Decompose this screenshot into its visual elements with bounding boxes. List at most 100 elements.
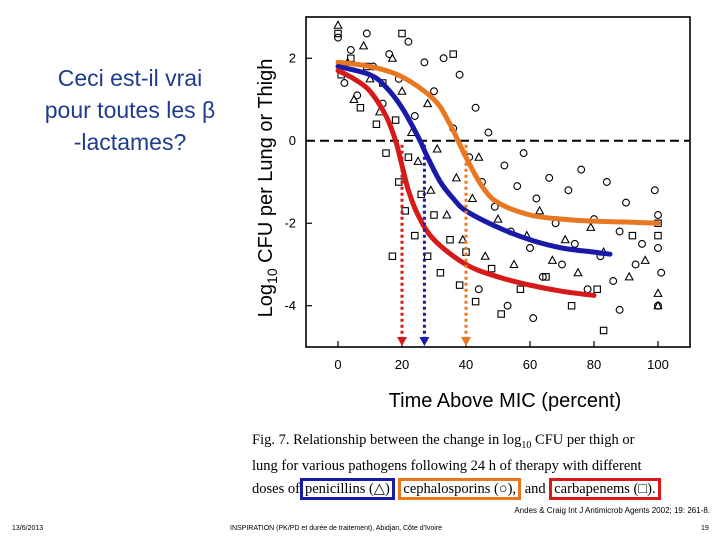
data-point-cephalosporin (404, 37, 413, 46)
carbapenems-highlight: carbapenems (□). (549, 477, 661, 500)
data-point-penicillin (534, 205, 545, 215)
y-tick-label: 2 (289, 50, 296, 65)
data-point-penicillin (422, 98, 433, 108)
footer-page: 19 (701, 525, 709, 532)
footer-center: INSPIRATION (PK/PD et durée de traitemen… (230, 525, 443, 532)
threshold-arrowhead (419, 337, 430, 346)
data-point-cephalosporin (455, 70, 464, 79)
data-point-cephalosporin (500, 161, 509, 170)
data-point-penicillin (573, 267, 583, 277)
data-point-cephalosporin (564, 186, 573, 195)
x-tick-label: 100 (647, 357, 669, 372)
data-point-carbapenem (628, 231, 637, 240)
data-point-carbapenem (388, 252, 397, 261)
data-point-cephalosporin (471, 103, 480, 112)
x-tick-label: 0 (334, 357, 341, 372)
data-point-penicillin (413, 156, 423, 165)
data-point-carbapenem (471, 297, 480, 306)
scatter-chart: 20-2-4 0 20 40 60 80 100 Log10 CFU per Lung o… (255, 16, 691, 412)
data-point-cephalosporin (577, 165, 586, 174)
data-point-carbapenem (404, 153, 413, 162)
data-point-penicillin (397, 86, 407, 95)
y-axis-label-sub: 10 (264, 268, 280, 284)
data-point-penicillin (442, 209, 452, 219)
data-point-penicillin (547, 255, 558, 264)
data-point-penicillin (509, 259, 519, 269)
x-tick-label: 40 (459, 357, 473, 372)
data-point-cephalosporin (650, 186, 659, 195)
data-point-carbapenem (455, 281, 464, 289)
data-point-penicillin (333, 20, 343, 29)
caption-line-3: doses of penicillins (△) cephalosporins (… (252, 477, 707, 500)
data-point-cephalosporin (484, 128, 493, 137)
footer-date: 13/6/2013 (12, 525, 44, 532)
data-point-carbapenem (372, 120, 381, 129)
data-point-carbapenem (356, 104, 365, 112)
data-point-cephalosporin (420, 58, 429, 67)
data-point-penicillin (358, 40, 369, 50)
data-point-cephalosporin (615, 305, 624, 314)
slide-title-line-2: pour toutes les β (44, 97, 216, 123)
data-point-penicillin (451, 172, 462, 182)
data-point-cephalosporin (622, 198, 630, 207)
data-point-penicillin (480, 251, 490, 260)
y-tick-label: 0 (289, 133, 296, 148)
slide-title-line-1: Ceci est-il vrai (57, 65, 203, 91)
data-point-cephalosporin (615, 227, 624, 236)
data-point-cephalosporin (430, 87, 438, 96)
data-point-cephalosporin (654, 211, 662, 219)
data-point-penicillin (387, 53, 398, 62)
data-point-cephalosporin (519, 149, 528, 158)
data-point-cephalosporin (602, 178, 611, 186)
data-point-carbapenem (487, 264, 496, 273)
data-point-penicillin (640, 255, 650, 264)
x-tick-label: 20 (395, 357, 409, 372)
x-tick-label: 80 (587, 357, 601, 372)
plot-frame (305, 16, 691, 348)
data-point-carbapenem (436, 268, 445, 277)
y-axis-label-suffix: CFU per Lung or Thigh (255, 59, 277, 269)
data-point-cephalosporin (570, 239, 579, 248)
y-axis-label: Log10 CFU per Lung or Thigh (255, 59, 280, 318)
data-point-cephalosporin (334, 33, 342, 42)
data-point-cephalosporin (558, 260, 566, 269)
data-point-penicillin (653, 288, 663, 297)
data-point-cephalosporin (474, 285, 483, 294)
data-point-cephalosporin (526, 244, 534, 252)
data-point-cephalosporin (638, 239, 646, 248)
fit-curve-triangle (335, 64, 613, 257)
data-point-cephalosporin (503, 301, 512, 310)
data-point-penicillin (560, 234, 570, 244)
slide-title: Ceci est-il vrai pour toutes les β -lact… (14, 62, 246, 158)
slide-title-line-3: -lactames? (73, 129, 187, 155)
data-point-cephalosporin (631, 260, 640, 269)
data-point-cephalosporin (513, 182, 522, 191)
data-point-carbapenem (599, 326, 608, 335)
penicillins-highlight: penicillins (△) (299, 477, 395, 500)
data-point-penicillin (474, 152, 484, 161)
data-point-cephalosporin (545, 173, 554, 182)
data-point-cephalosporin (439, 54, 448, 63)
cephalosporins-highlight: cephalosporins (○), (398, 477, 522, 500)
data-point-carbapenem (391, 116, 400, 124)
threshold-arrowhead (397, 337, 407, 346)
data-point-cephalosporin (583, 285, 592, 294)
citation: Andes & Craig Int J Antimicrob Agents 20… (514, 506, 710, 515)
data-point-carbapenem (430, 211, 438, 219)
data-point-penicillin (624, 271, 634, 281)
data-point-cephalosporin (657, 268, 666, 277)
fit-curve-circle (335, 59, 661, 226)
caption-line-1: Fig. 7. Relationship between the change … (252, 432, 635, 451)
data-point-penicillin (458, 234, 468, 244)
data-point-penicillin (493, 213, 503, 223)
data-point-cephalosporin (340, 79, 349, 87)
data-point-carbapenem (593, 285, 601, 293)
data-point-carbapenem (446, 236, 454, 244)
data-point-penicillin (349, 94, 359, 104)
data-point-carbapenem (411, 231, 419, 240)
data-point-penicillin (586, 222, 596, 231)
data-point-cephalosporin (654, 244, 662, 252)
data-point-cephalosporin (362, 29, 371, 38)
data-point-penicillin (432, 143, 442, 153)
data-point-cephalosporin (410, 112, 419, 120)
